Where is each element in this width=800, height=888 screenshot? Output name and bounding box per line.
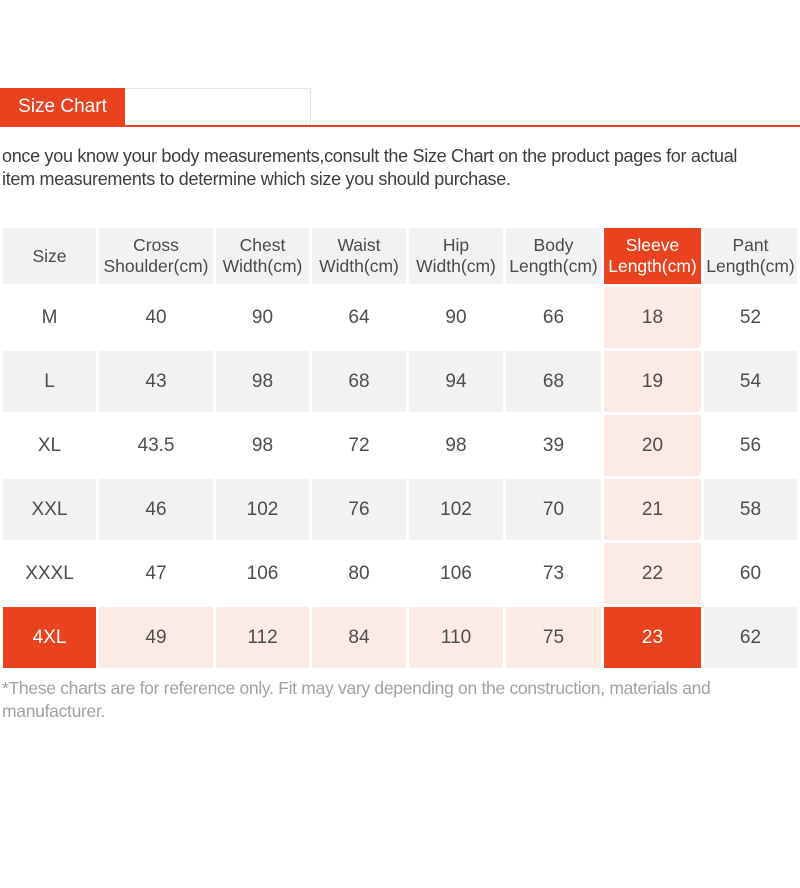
col-header-body: Body Length(cm) [506, 228, 601, 284]
cell-l-body[interactable]: 68 [506, 351, 601, 412]
col-header-waist: Waist Width(cm) [312, 228, 406, 284]
cell-l-chest[interactable]: 98 [216, 351, 309, 412]
cell-l-waist[interactable]: 68 [312, 351, 406, 412]
cell-xxxl-hip[interactable]: 106 [409, 543, 503, 604]
cell-xl-waist[interactable]: 72 [312, 415, 406, 476]
cell-xxxl-cross_shoulder[interactable]: 47 [99, 543, 213, 604]
row-header-xxl[interactable]: XXL [3, 479, 96, 540]
cell-4xl-body[interactable]: 75 [506, 607, 601, 668]
tab-inactive[interactable] [125, 88, 311, 125]
cell-4xl-chest[interactable]: 112 [216, 607, 309, 668]
cell-4xl-waist[interactable]: 84 [312, 607, 406, 668]
cell-xl-body[interactable]: 39 [506, 415, 601, 476]
cell-xl-chest[interactable]: 98 [216, 415, 309, 476]
cell-l-pant[interactable]: 54 [704, 351, 797, 412]
row-header-xl[interactable]: XL [3, 415, 96, 476]
disclaimer-line-1: *These charts are for reference only. Fi… [2, 678, 711, 698]
cell-4xl-cross_shoulder[interactable]: 49 [99, 607, 213, 668]
cell-m-waist[interactable]: 64 [312, 287, 406, 348]
cell-xxxl-body[interactable]: 73 [506, 543, 601, 604]
cell-xxl-body[interactable]: 70 [506, 479, 601, 540]
table-row-xxl: XXL 46 102 76 102 70 21 58 [3, 479, 797, 540]
cell-xxl-hip[interactable]: 102 [409, 479, 503, 540]
col-header-hip: Hip Width(cm) [409, 228, 503, 284]
cell-xl-pant[interactable]: 56 [704, 415, 797, 476]
cell-xl-hip[interactable]: 98 [409, 415, 503, 476]
cell-m-cross_shoulder[interactable]: 40 [99, 287, 213, 348]
cell-m-sleeve[interactable]: 18 [604, 287, 701, 348]
table-row-xxxl: XXXL 47 106 80 106 73 22 60 [3, 543, 797, 604]
table-header: Size Cross Shoulder(cm) Chest Width(cm) Waist… [3, 228, 797, 284]
table-header-row: Size Cross Shoulder(cm) Chest Width(cm) Waist… [3, 228, 797, 284]
cell-4xl-sleeve[interactable]: 23 [604, 607, 701, 668]
size-chart-table: Size Cross Shoulder(cm) Chest Width(cm) Waist… [0, 225, 800, 671]
cell-xxl-chest[interactable]: 102 [216, 479, 309, 540]
cell-xxxl-sleeve[interactable]: 22 [604, 543, 701, 604]
cell-m-pant[interactable]: 52 [704, 287, 797, 348]
disclaimer-line-2: manufacturer. [2, 701, 106, 721]
table-body: M 40 90 64 90 66 18 52 L 43 98 68 94 68 19 54 XL 43.5 98 72… [3, 287, 797, 668]
tab-size-chart[interactable]: Size Chart [0, 88, 125, 125]
cell-l-hip[interactable]: 94 [409, 351, 503, 412]
cell-4xl-hip[interactable]: 110 [409, 607, 503, 668]
cell-xxxl-chest[interactable]: 106 [216, 543, 309, 604]
disclaimer-text: *These charts are for reference only. Fi… [0, 677, 800, 723]
intro-text: once you know your body measurements,con… [0, 145, 800, 190]
table-row-m: M 40 90 64 90 66 18 52 [3, 287, 797, 348]
tab-size-chart-label: Size Chart [18, 95, 107, 117]
col-header-pant: Pant Length(cm) [704, 228, 797, 284]
row-header-l[interactable]: L [3, 351, 96, 412]
intro-line-1: once you know your body measurements,con… [2, 146, 738, 166]
cell-xxl-sleeve[interactable]: 21 [604, 479, 701, 540]
tab-bar: Size Chart [0, 88, 800, 127]
cell-xl-cross_shoulder[interactable]: 43.5 [99, 415, 213, 476]
col-header-size: Size [3, 228, 96, 284]
cell-xl-sleeve[interactable]: 20 [604, 415, 701, 476]
cell-xxl-pant[interactable]: 58 [704, 479, 797, 540]
cell-xxl-cross_shoulder[interactable]: 46 [99, 479, 213, 540]
cell-xxl-waist[interactable]: 76 [312, 479, 406, 540]
col-header-chest: Chest Width(cm) [216, 228, 309, 284]
row-header-xxxl[interactable]: XXXL [3, 543, 96, 604]
cell-m-body[interactable]: 66 [506, 287, 601, 348]
row-header-4xl[interactable]: 4XL [3, 607, 96, 668]
cell-m-chest[interactable]: 90 [216, 287, 309, 348]
cell-4xl-pant[interactable]: 62 [704, 607, 797, 668]
cell-xxxl-waist[interactable]: 80 [312, 543, 406, 604]
col-header-sleeve: Sleeve Length(cm) [604, 228, 701, 284]
row-header-m[interactable]: M [3, 287, 96, 348]
intro-line-2: item measurements to determine which siz… [2, 168, 511, 189]
cell-xxxl-pant[interactable]: 60 [704, 543, 797, 604]
cell-m-hip[interactable]: 90 [409, 287, 503, 348]
cell-l-sleeve[interactable]: 19 [604, 351, 701, 412]
table-row-4xl: 4XL 49 112 84 110 75 23 62 [3, 607, 797, 668]
col-header-cross_shoulder: Cross Shoulder(cm) [99, 228, 213, 284]
cell-l-cross_shoulder[interactable]: 43 [99, 351, 213, 412]
table-row-xl: XL 43.5 98 72 98 39 20 56 [3, 415, 797, 476]
table-row-l: L 43 98 68 94 68 19 54 [3, 351, 797, 412]
